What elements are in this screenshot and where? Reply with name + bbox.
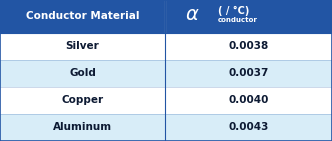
Text: Conductor Material: Conductor Material [26,11,139,21]
Text: Gold: Gold [69,68,96,78]
Text: 0.0037: 0.0037 [228,68,269,78]
Text: 0.0038: 0.0038 [228,41,269,51]
Text: conductor: conductor [218,17,258,23]
Text: 0.0043: 0.0043 [228,123,269,132]
Text: 0.0040: 0.0040 [228,95,269,105]
Bar [0,87,332,114]
Text: Copper: Copper [61,95,104,105]
Text: ( / °C): ( / °C) [218,6,250,16]
Bar [0,114,332,141]
Text: Aluminum: Aluminum [53,123,112,132]
Text: Silver: Silver [66,41,99,51]
Bar [0,33,332,60]
Bar [0,60,332,87]
Text: $\mathit{\alpha}$: $\mathit{\alpha}$ [185,5,200,24]
Bar [0,0,332,33]
